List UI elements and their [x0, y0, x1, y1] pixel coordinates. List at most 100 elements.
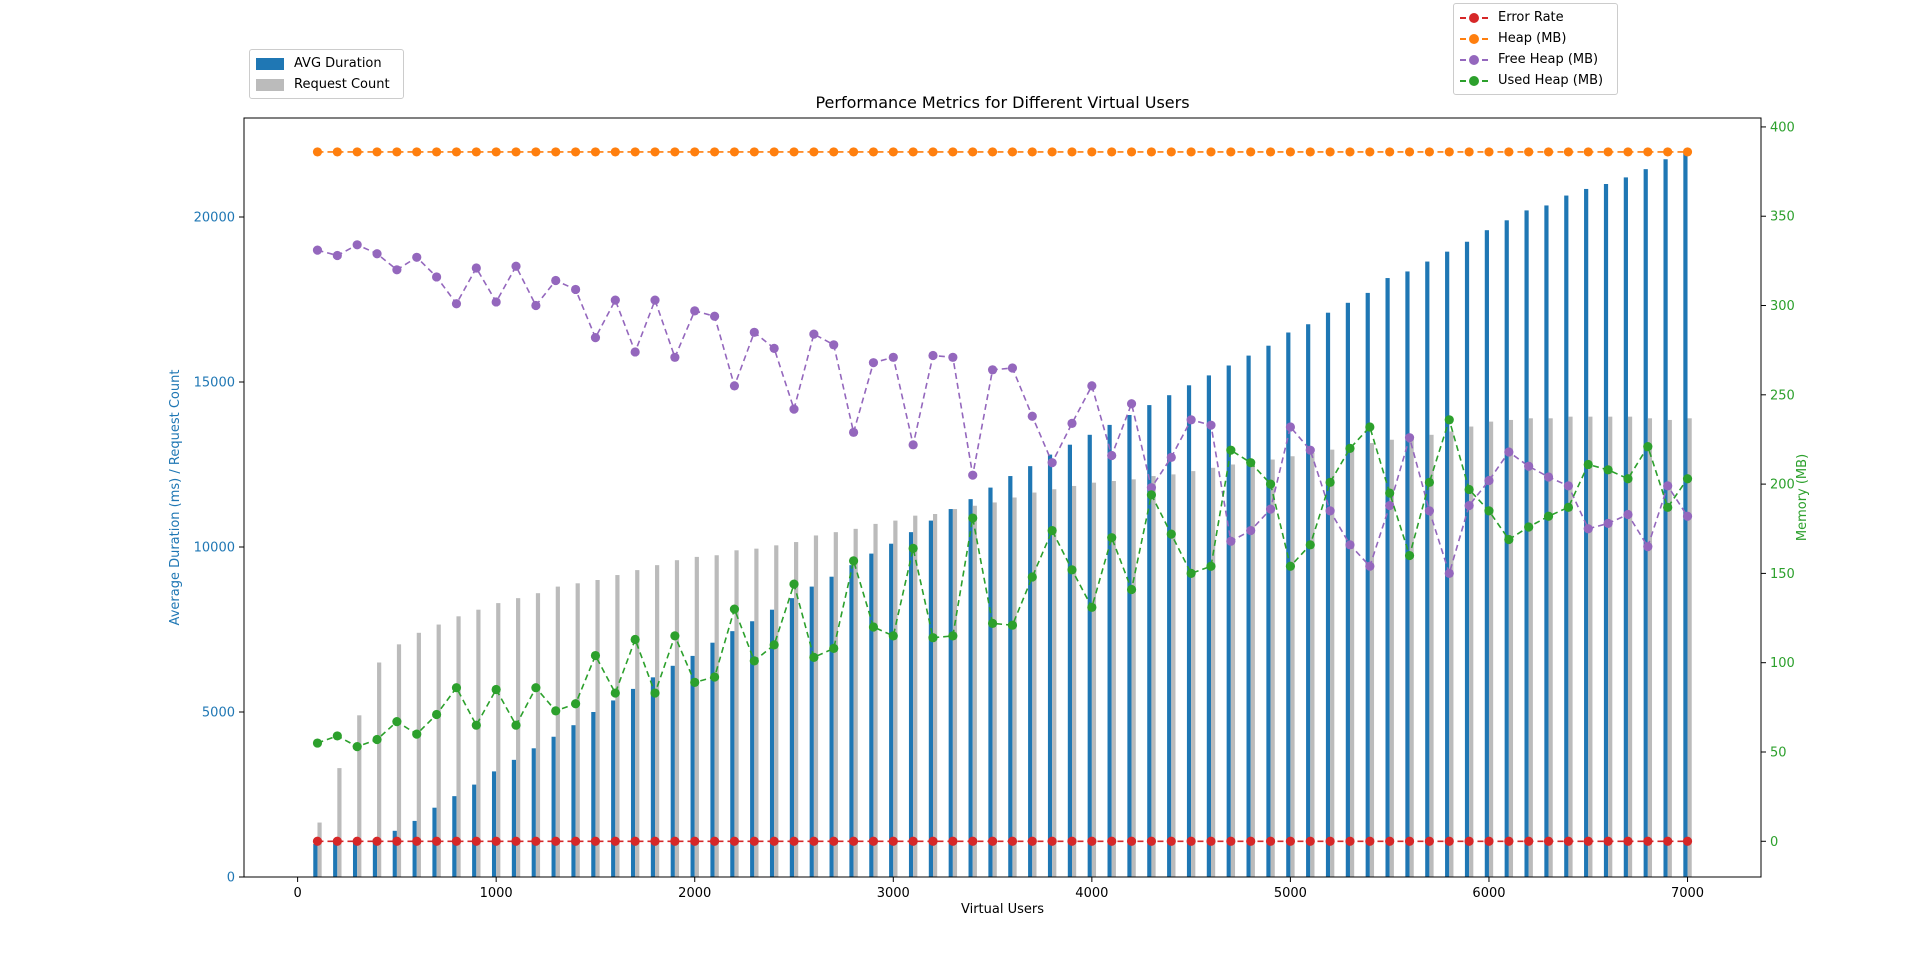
avg-duration-bar	[789, 598, 795, 877]
error-rate-point	[590, 836, 601, 846]
x-tick-label: 4000	[1075, 886, 1108, 901]
avg-duration-bar	[1504, 220, 1509, 878]
avg-duration-bar	[531, 748, 536, 877]
error-rate-point	[1464, 836, 1474, 846]
error-rate-point	[1682, 836, 1693, 846]
used-heap-point	[690, 677, 700, 687]
error-rate-point	[1404, 836, 1415, 846]
heap-point	[868, 147, 879, 157]
free-heap-point	[1007, 363, 1018, 373]
avg-duration-bar	[1584, 188, 1589, 877]
request-count-bar	[635, 570, 640, 877]
heap-point	[1543, 147, 1554, 157]
request-count-bar	[734, 550, 739, 877]
request-count-bar	[1151, 476, 1156, 877]
error-rate-point	[1643, 836, 1653, 846]
request-count-bar	[813, 535, 819, 877]
error-rate-point	[928, 836, 938, 846]
free-heap-point	[1107, 450, 1117, 461]
request-count-bar	[694, 556, 699, 877]
used-heap-point	[392, 717, 402, 727]
error-rate-point	[709, 836, 720, 846]
free-heap-point	[590, 333, 601, 343]
free-heap-point	[729, 381, 740, 391]
error-rate-point	[908, 836, 918, 846]
error-rate-point	[1305, 836, 1315, 846]
avg-duration-bar	[1067, 444, 1072, 877]
request-count-bar	[1608, 416, 1613, 877]
used-heap-swatch	[1460, 75, 1488, 87]
free-heap-point	[968, 470, 978, 480]
avg-duration-bar	[1167, 395, 1172, 877]
free-heap-point	[1464, 500, 1474, 511]
heap-point	[352, 147, 362, 157]
heap-swatch	[1460, 33, 1488, 45]
used-heap-point	[1345, 443, 1355, 453]
free-heap-point	[670, 352, 680, 362]
legend-lines: Error Rate Heap (MB) Free Heap (MB) Used…	[1453, 3, 1618, 95]
heap-point	[332, 147, 342, 157]
y-left-tick-label: 15000	[194, 376, 235, 391]
error-rate-point	[1146, 836, 1157, 846]
error-rate-point	[868, 836, 879, 846]
avg-duration-bar	[968, 499, 973, 877]
error-rate-point	[491, 836, 501, 846]
used-heap-point	[1285, 561, 1296, 571]
free-heap-point	[690, 306, 700, 316]
error-rate-point	[1186, 836, 1196, 846]
free-heap-point	[1424, 506, 1434, 516]
avg-duration-bar	[948, 509, 953, 877]
avg-duration-bar	[809, 586, 814, 877]
heap-point	[1047, 147, 1057, 157]
legend-label: AVG Duration	[294, 56, 382, 71]
used-heap-point	[769, 640, 779, 650]
heap-point	[650, 147, 660, 157]
request-count-bar	[1687, 418, 1692, 877]
avg-duration-bar	[730, 631, 735, 877]
heap-point	[1424, 147, 1434, 157]
error-rate-point	[1226, 836, 1236, 846]
used-heap-point	[1603, 465, 1613, 475]
request-count-bar	[893, 520, 898, 877]
free-heap-point	[1186, 415, 1196, 425]
free-heap-point	[1226, 536, 1236, 546]
heap-point	[769, 147, 779, 157]
used-heap-point	[1146, 490, 1157, 500]
y-right-tick-label: 250	[1770, 388, 1795, 403]
avg-duration-bar	[1603, 184, 1609, 877]
free-heap-point	[491, 297, 501, 307]
heap-point	[1583, 147, 1593, 157]
error-rate-point	[690, 836, 700, 846]
heap-point	[1385, 147, 1395, 157]
heap-point	[1365, 147, 1375, 157]
free-heap-point	[1404, 433, 1415, 443]
request-count-bar	[476, 609, 481, 877]
used-heap-point	[1663, 502, 1673, 512]
error-rate-point	[1067, 836, 1077, 846]
avg-duration-bar	[869, 553, 874, 877]
avg-duration-bar	[1266, 345, 1271, 877]
request-count-bar	[555, 586, 560, 877]
used-heap-point	[1623, 474, 1633, 484]
used-heap-point	[571, 699, 581, 709]
free-heap-point	[749, 327, 759, 337]
y-right-tick-label: 150	[1770, 567, 1795, 582]
used-heap-point	[709, 672, 720, 682]
lines-layer	[312, 147, 1693, 846]
free-heap-point	[1484, 475, 1494, 486]
used-heap-point	[1126, 584, 1137, 595]
avg-duration-bar	[908, 532, 914, 877]
request-count-bar	[1032, 492, 1037, 877]
request-count-bar	[456, 616, 461, 877]
request-count-bar	[774, 545, 779, 877]
used-heap-point	[1404, 550, 1415, 561]
free-heap-point	[650, 295, 660, 305]
error-rate-point	[1027, 836, 1037, 846]
error-rate-point	[392, 836, 402, 846]
x-tick-label: 2000	[678, 886, 711, 901]
error-rate-point	[650, 836, 660, 846]
legend-item-request-count: Request Count	[250, 74, 403, 95]
used-heap-point	[749, 656, 759, 666]
request-count-bar	[1647, 418, 1653, 877]
